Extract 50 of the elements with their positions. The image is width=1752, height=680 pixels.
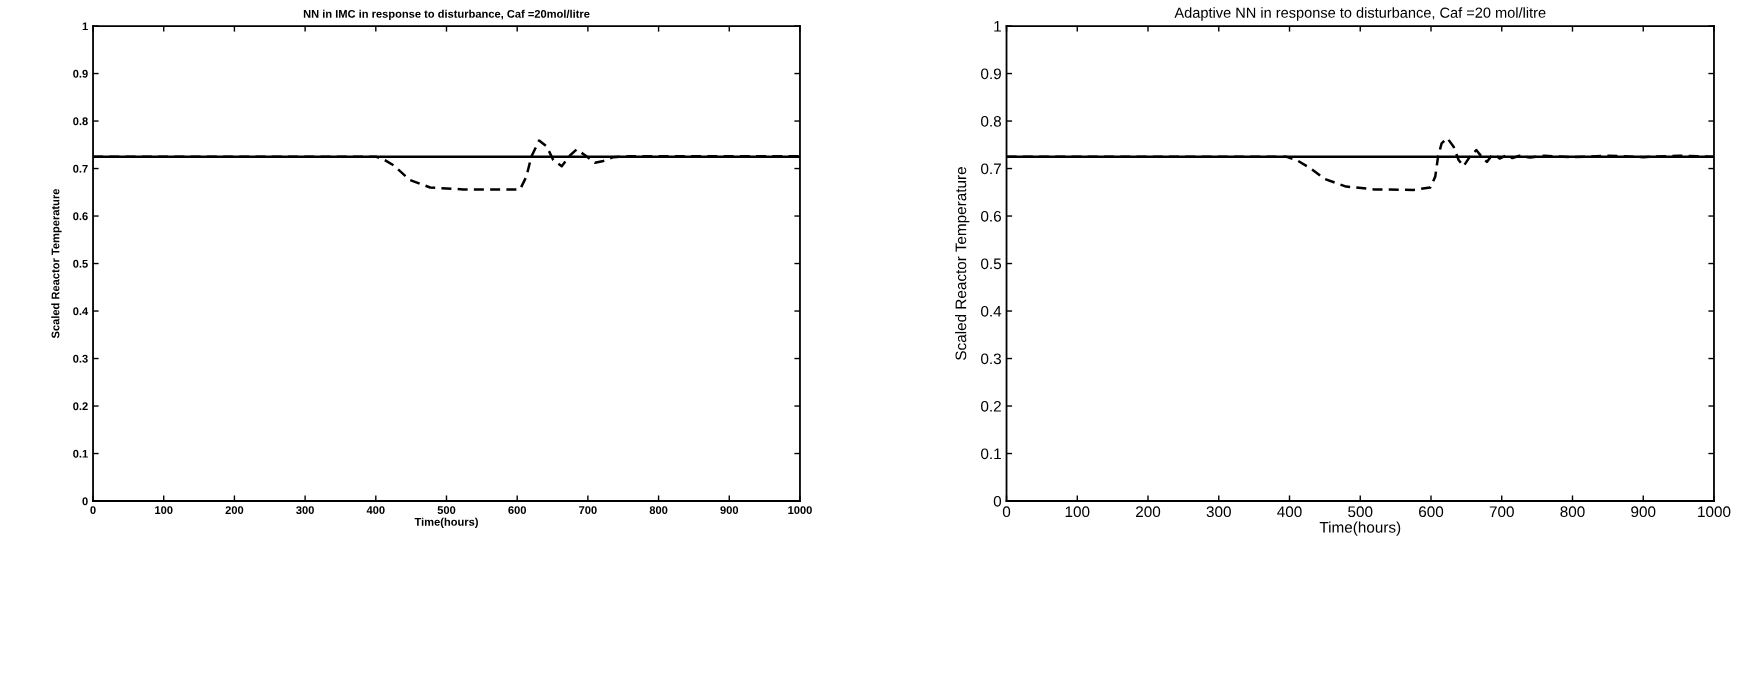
x-axis-title: Time(hours) (414, 517, 478, 528)
x-tick-label: 200 (1136, 506, 1161, 518)
y-tick-label: 0.6 (981, 210, 1001, 222)
y-tick-label: 0 (82, 497, 88, 506)
y-tick-label: 1 (82, 22, 88, 31)
x-tick-label: 300 (296, 506, 314, 515)
y-tick-label: 0.3 (73, 354, 88, 363)
y-tick-label: 1 (994, 21, 1001, 32)
y-axis-title: Scaled Reactor Temperature (51, 188, 62, 339)
x-tick-label: 100 (155, 506, 173, 515)
x-tick-label: 600 (508, 506, 527, 515)
x-tick-label: 1000 (1698, 506, 1731, 518)
y-tick-label: 0.6 (73, 212, 88, 221)
x-tick-label: 700 (1489, 506, 1514, 518)
x-tick-label: 900 (1631, 506, 1656, 518)
y-tick-label: 0.9 (73, 69, 88, 78)
x-tick-label: 0 (90, 506, 96, 515)
y-tick-label: 0.5 (981, 258, 1002, 270)
y-tick-label: 0.4 (981, 305, 1002, 317)
x-tick-label: 100 (1065, 506, 1090, 518)
y-axis-title: Scaled Reactor Temperature (955, 167, 970, 360)
y-tick-label: 0.7 (981, 163, 1001, 175)
y-tick-label: 0.9 (981, 68, 1001, 80)
x-tick-label: 200 (225, 506, 244, 515)
x-tick-label: 900 (720, 506, 739, 515)
y-tick-label: 0.2 (981, 400, 1001, 412)
y-tick-label: 0.8 (981, 115, 1001, 127)
y-tick-label: 0 (993, 495, 1002, 507)
chart-title: Adaptive NN in response to disturbance, Caf =20 mol/litre (1174, 7, 1546, 21)
y-tick-label: 0.7 (73, 164, 88, 173)
x-tick-label: 700 (579, 506, 597, 515)
x-tick-label: 1000 (788, 506, 812, 515)
y-tick-label: 0.1 (73, 449, 88, 458)
y-tick-label: 0.8 (73, 117, 88, 126)
x-axis-title: Time(hours) (1319, 521, 1401, 536)
chart-title: NN in IMC in response to disturbance, Caf =20mol/litre (303, 9, 590, 21)
x-tick-label: 500 (1348, 506, 1373, 518)
x-tick-label: 400 (366, 506, 385, 515)
y-tick-label: 0.3 (981, 353, 1001, 365)
x-tick-label: 600 (1419, 506, 1444, 518)
x-tick-label: 800 (649, 506, 668, 515)
x-tick-label: 300 (1206, 506, 1231, 518)
y-tick-label: 0.4 (73, 307, 89, 316)
x-tick-label: 800 (1560, 506, 1585, 518)
x-tick-label: 500 (437, 506, 456, 515)
x-tick-label: 400 (1277, 506, 1302, 518)
y-tick-label: 0.5 (73, 259, 88, 268)
y-tick-label: 0.1 (981, 448, 1001, 460)
x-tick-label: 0 (1002, 506, 1011, 518)
y-tick-label: 0.2 (73, 402, 88, 411)
